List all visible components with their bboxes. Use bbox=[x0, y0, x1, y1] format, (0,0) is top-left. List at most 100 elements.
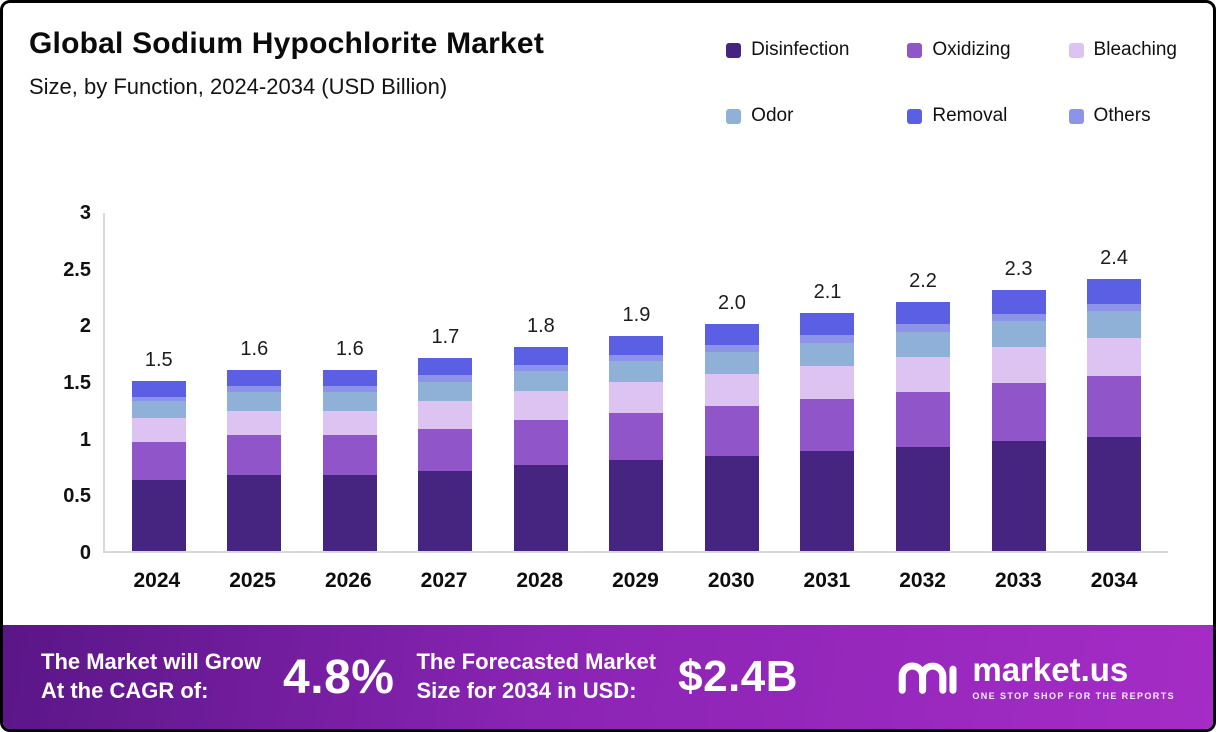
bar-2034: 2.4 bbox=[1087, 247, 1142, 551]
bar-segment-bleaching bbox=[800, 366, 855, 400]
y-tick-label: 3 bbox=[79, 202, 91, 224]
x-axis: 2024 2025 2026 2027 2028 2029 2030 2031 2032 2033… bbox=[103, 569, 1168, 593]
chart-legend: Disinfection Oxidizing Bleaching Odor Remova… bbox=[726, 27, 1183, 127]
x-axis-label: 2025 bbox=[229, 569, 276, 592]
bar-segment-bleaching bbox=[513, 391, 568, 420]
bar-segment-removal bbox=[227, 369, 282, 386]
bar-segment-removal bbox=[896, 301, 951, 325]
bar-segment-odor bbox=[800, 342, 855, 367]
bar-segment-odor bbox=[1087, 310, 1142, 338]
bar-segment-bleaching bbox=[991, 347, 1046, 384]
legend-swatch bbox=[726, 42, 742, 58]
bar-2033: 2.3 bbox=[991, 258, 1046, 551]
bar-total-label: 1.5 bbox=[144, 349, 173, 372]
legend-swatch bbox=[1068, 42, 1084, 58]
bar-segment-removal bbox=[1087, 279, 1142, 304]
bar-2029: 1.9 bbox=[609, 304, 664, 551]
page-subtitle: Size, by Function, 2024-2034 (USD Billio… bbox=[29, 74, 448, 99]
bar-segment-odor bbox=[513, 370, 568, 392]
bar-2024: 1.5 bbox=[131, 349, 186, 551]
bar-segment-others bbox=[418, 375, 473, 383]
footer-banner: The Market will Grow At the CAGR of: 4.8… bbox=[3, 625, 1213, 729]
legend-swatch bbox=[726, 108, 742, 124]
legend-label: Oxidizing bbox=[932, 39, 1011, 60]
x-axis-label: 2026 bbox=[324, 569, 372, 592]
cagr-label-line2: At the CAGR of: bbox=[41, 678, 209, 703]
bar-segment-odor bbox=[704, 351, 759, 375]
bar-segment-oxidizing bbox=[800, 399, 855, 452]
y-tick-label: 1 bbox=[79, 428, 91, 451]
bar-segment-odor bbox=[609, 360, 664, 383]
brand-block: market.us ONE STOP SHOP FOR THE REPORTS bbox=[896, 653, 1175, 701]
bar-segment-disinfection bbox=[704, 455, 759, 551]
bar-segment-disinfection bbox=[800, 451, 855, 551]
legend-label: Odor bbox=[751, 105, 794, 126]
bar-segment-others bbox=[131, 396, 186, 402]
bar-segment-removal bbox=[800, 313, 855, 335]
x-axis-label: 2028 bbox=[516, 569, 564, 592]
bar-segment-removal bbox=[609, 335, 664, 355]
bar-segment-disinfection bbox=[609, 460, 664, 551]
bar-segment-odor bbox=[991, 320, 1046, 348]
x-axis-label: 2032 bbox=[899, 569, 946, 592]
forecast-label-line1: The Forecasted Market bbox=[416, 649, 657, 675]
bar-total-label: 1.7 bbox=[431, 326, 460, 349]
brand-name: market.us bbox=[972, 651, 1129, 688]
page-title: Global Sodium Hypochlorite Market bbox=[29, 27, 545, 60]
plot-area: 1.5 1.6 1.6 1.7 1.8 1.9 2.0 2.1 2.2 2.3 2.4 bbox=[103, 213, 1168, 553]
legend-item-bleaching: Bleaching bbox=[1068, 39, 1177, 61]
bar-segment-odor bbox=[322, 392, 377, 411]
bar-segment-removal bbox=[704, 324, 759, 345]
bar-segment-bleaching bbox=[896, 357, 951, 393]
legend-item-others: Others bbox=[1068, 105, 1151, 127]
bar-segment-disinfection bbox=[418, 470, 473, 551]
y-tick-label: 1.5 bbox=[63, 372, 91, 394]
title-block: Global Sodium Hypochlorite Market Size, … bbox=[29, 27, 544, 100]
bar-total-label: 1.6 bbox=[240, 337, 269, 360]
bar-2032: 2.2 bbox=[896, 270, 951, 551]
bar-segment-disinfection bbox=[227, 475, 282, 551]
bar-segment-oxidizing bbox=[1087, 376, 1142, 437]
legend-label: Disinfection bbox=[751, 39, 850, 60]
bar-2025: 1.6 bbox=[227, 338, 282, 551]
bar-total-label: 1.6 bbox=[335, 337, 364, 360]
bar-segment-odor bbox=[896, 332, 951, 358]
bar-segment-others bbox=[513, 365, 568, 371]
bar-segment-disinfection bbox=[131, 479, 186, 551]
header: Global Sodium Hypochlorite Market Size, … bbox=[3, 3, 1213, 153]
bar-segment-bleaching bbox=[704, 374, 759, 406]
legend-item-removal: Removal bbox=[907, 105, 1007, 127]
x-axis-label: 2029 bbox=[612, 569, 659, 592]
x-axis-label: 2031 bbox=[803, 569, 851, 592]
bar-2031: 2.1 bbox=[800, 281, 855, 551]
bar-segment-oxidizing bbox=[704, 405, 759, 456]
bar-segment-oxidizing bbox=[322, 435, 377, 476]
legend-swatch bbox=[907, 42, 923, 58]
bar-total-label: 2.4 bbox=[1100, 247, 1128, 270]
x-axis-label: 2030 bbox=[707, 569, 755, 592]
legend-item-odor: Odor bbox=[726, 105, 793, 127]
bar-segment-oxidizing bbox=[609, 412, 664, 461]
bar-segment-others bbox=[609, 354, 664, 361]
brand-text: market.us ONE STOP SHOP FOR THE REPORTS bbox=[972, 653, 1175, 701]
cagr-label: The Market will Grow At the CAGR of: bbox=[41, 648, 261, 705]
bar-segment-removal bbox=[418, 358, 473, 376]
y-tick-label: 2 bbox=[79, 315, 91, 338]
bar-segment-bleaching bbox=[418, 401, 473, 429]
bar-chart: 0 0.5 1 1.5 2 2.5 3 1.5 1.6 1.6 1.7 1.8 1.9 2.0 2.1 2.… bbox=[3, 153, 1213, 625]
bar-2030: 2.0 bbox=[704, 292, 759, 551]
bar-segment-others bbox=[704, 344, 759, 352]
x-axis-label: 2034 bbox=[1090, 569, 1138, 592]
bar-total-label: 1.9 bbox=[622, 303, 651, 326]
bar-segment-bleaching bbox=[322, 410, 377, 436]
bar-segment-odor bbox=[131, 401, 186, 419]
brand-tagline: ONE STOP SHOP FOR THE REPORTS bbox=[972, 691, 1175, 701]
bar-segment-bleaching bbox=[1087, 337, 1142, 377]
bar-segment-disinfection bbox=[991, 441, 1046, 551]
bar-segment-others bbox=[991, 314, 1046, 321]
bar-segment-odor bbox=[418, 382, 473, 402]
bar-segment-oxidizing bbox=[418, 428, 473, 471]
legend-item-oxidizing: Oxidizing bbox=[907, 39, 1011, 61]
legend-label: Others bbox=[1093, 105, 1151, 126]
bar-segment-disinfection bbox=[513, 464, 568, 551]
